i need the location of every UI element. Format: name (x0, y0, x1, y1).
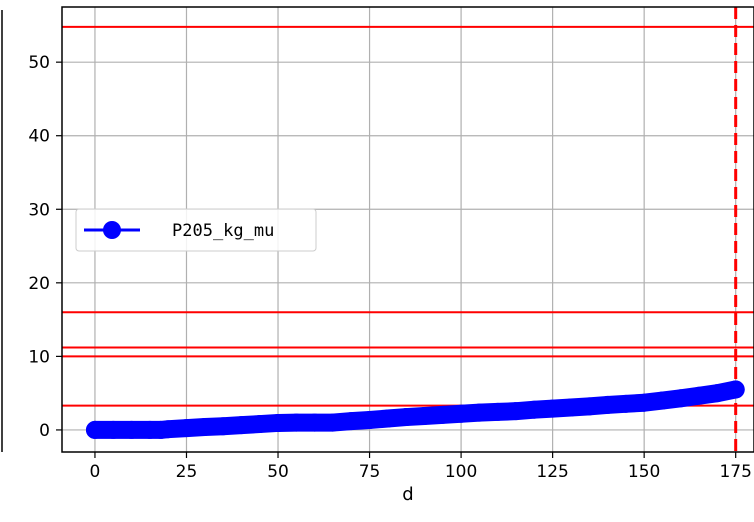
data-point (507, 402, 526, 421)
data-point (616, 394, 635, 413)
x-tick-label: 175 (719, 462, 751, 482)
y-axis-ticks: 0 10 20 30 40 50 (28, 53, 62, 441)
x-tick-label: 25 (176, 462, 198, 482)
data-point (671, 389, 690, 408)
x-tick-label: 50 (267, 462, 289, 482)
y-tick-label: 50 (28, 53, 50, 73)
data-point (580, 397, 599, 416)
x-tick-label: 150 (628, 462, 660, 482)
data-point (378, 409, 397, 428)
data-point (525, 400, 544, 419)
legend-dot-marker (103, 221, 121, 239)
data-point (342, 412, 361, 431)
data-point (85, 420, 104, 439)
data-point (598, 395, 617, 414)
data-point (360, 411, 379, 430)
data-point (159, 420, 178, 439)
data-point (470, 403, 489, 422)
x-tick-label: 75 (359, 462, 381, 482)
data-point (195, 417, 214, 436)
data-point (177, 419, 196, 438)
data-point (433, 405, 452, 424)
data-point (726, 380, 745, 399)
data-point (305, 413, 324, 432)
legend-box (75, 208, 317, 252)
data-point (287, 413, 306, 432)
x-tick-label: 0 (90, 462, 101, 482)
x-tick-label: 125 (536, 462, 568, 482)
data-point (690, 386, 709, 405)
data-point (214, 417, 233, 436)
y-tick-label: 10 (28, 347, 50, 367)
data-point (250, 415, 269, 434)
data-point (232, 416, 251, 435)
series-p205-kg-mu (85, 380, 745, 439)
y-tick-label: 0 (39, 421, 50, 441)
data-point (415, 406, 434, 425)
x-tick-label: 100 (445, 462, 477, 482)
x-axis-label: d (402, 484, 413, 505)
data-point (708, 384, 727, 403)
data-point (635, 393, 654, 412)
data-point (488, 402, 507, 421)
y-tick-label: 20 (28, 274, 50, 294)
data-point (104, 420, 123, 439)
y-tick-label: 30 (28, 200, 50, 220)
legend: P205_kg_mu (75, 208, 317, 252)
data-point (122, 420, 141, 439)
data-point (543, 399, 562, 418)
data-point (269, 413, 288, 432)
legend-entry-label: P205_kg_mu (172, 221, 274, 241)
data-point (561, 398, 580, 417)
data-point (452, 404, 471, 423)
data-point (653, 391, 672, 410)
data-point (397, 408, 416, 427)
x-axis-ticks: 0 25 50 75 100 125 150 175 (90, 452, 752, 482)
plot-frame (61, 6, 754, 453)
data-point (323, 413, 342, 432)
y-tick-label: 40 (28, 127, 50, 147)
